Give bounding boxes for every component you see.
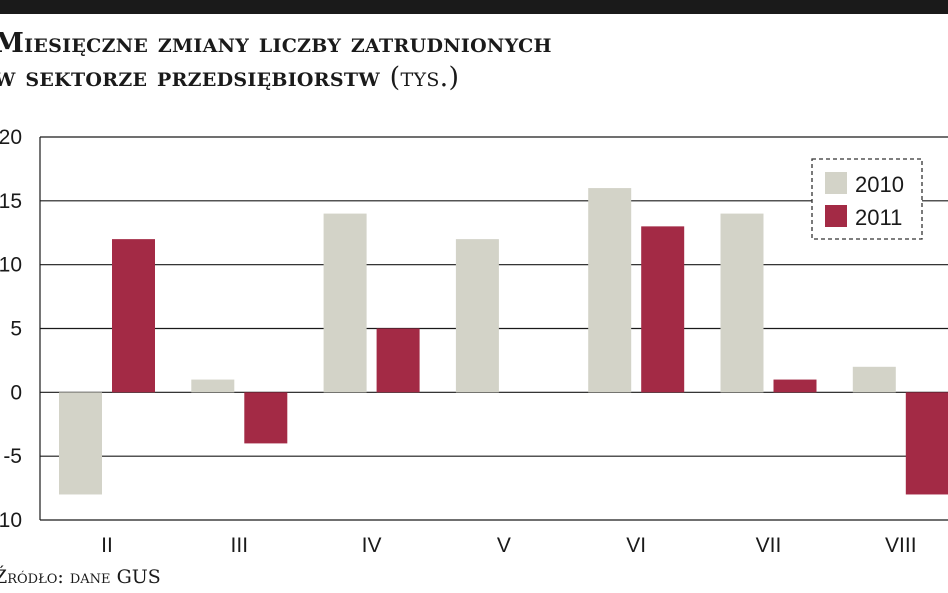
y-tick-label: 20	[0, 126, 22, 149]
bar-2011-VIII	[905, 392, 948, 495]
title-unit: (tys.)	[389, 62, 460, 93]
x-tick-label: VI	[626, 534, 646, 557]
bar-2010-II	[59, 392, 102, 495]
y-tick-label: 0	[10, 381, 22, 404]
legend-swatch-2011	[825, 205, 847, 227]
bar-2010-IV	[323, 213, 367, 393]
legend-label-2011: 2011	[855, 205, 902, 230]
bar-2010-V	[455, 239, 499, 393]
top-bar	[0, 0, 948, 14]
bar-2011-II	[112, 239, 155, 393]
bar-2010-VIII	[852, 366, 896, 393]
x-tick-label: II	[101, 534, 113, 557]
x-tick-label: VII	[756, 534, 782, 557]
chart-title-line1: Miesięczne zmiany liczby zatrudnionych	[0, 28, 552, 59]
bar-2010-VI	[588, 188, 632, 393]
x-tick-label: V	[497, 534, 511, 557]
y-tick-label: 15	[0, 190, 22, 213]
bar-2010-III	[191, 379, 235, 393]
bar-2011-III	[244, 392, 288, 444]
legend-label-2010: 2010	[855, 172, 904, 197]
bar-2011-VI	[641, 226, 685, 393]
y-tick-label: 5	[10, 318, 22, 341]
chart-title-line2: w sektorze przedsiębiorstw (tys.)	[0, 62, 459, 93]
y-tick-label: -10	[0, 509, 22, 532]
source-note: Źródło: dane GUS	[0, 566, 161, 588]
y-tick-label: -5	[3, 445, 22, 468]
legend-swatch-2010	[825, 172, 847, 194]
x-tick-label: VIII	[885, 534, 917, 557]
title-line1-text: Miesięczne zmiany liczby zatrudnionych	[0, 28, 552, 59]
x-tick-label: IV	[362, 534, 382, 557]
y-tick-label: 10	[0, 254, 22, 277]
bar-2011-VII	[773, 379, 817, 393]
title-line2-text: w sektorze przedsiębiorstw	[0, 62, 380, 93]
bar-2011-IV	[376, 328, 420, 393]
bar-2010-VII	[720, 213, 764, 393]
x-tick-label: III	[231, 534, 249, 557]
